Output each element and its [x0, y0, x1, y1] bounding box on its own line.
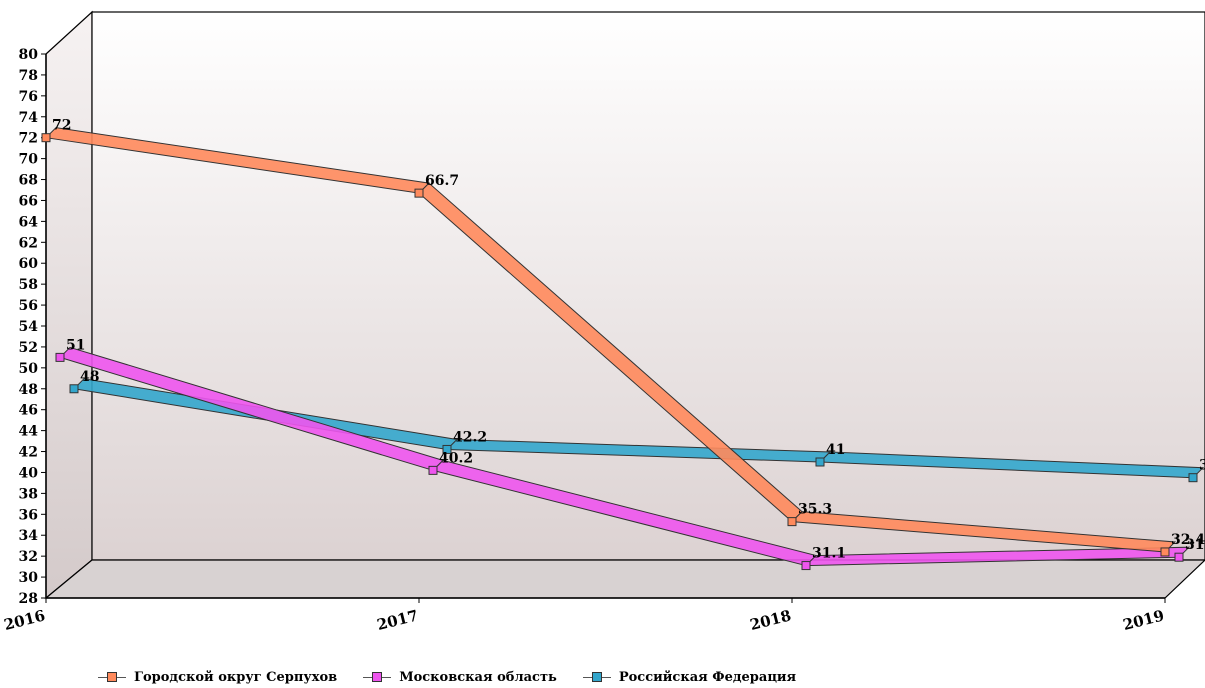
x-tick-label: 2016: [2, 606, 47, 634]
y-tick-label: 48: [19, 382, 38, 398]
data-label: 66.7: [425, 173, 459, 189]
data-point: [442, 444, 452, 454]
y-tick-label: 56: [19, 298, 38, 314]
floor: [44, 559, 1205, 599]
y-tick-label: 44: [19, 424, 39, 440]
y-tick-label: 38: [19, 486, 38, 502]
data-point: [801, 561, 811, 571]
y-tick-label: 62: [19, 235, 38, 251]
data-point: [414, 188, 424, 198]
data-point: [787, 517, 797, 527]
legend-swatch-serpukhov: [98, 672, 126, 682]
data-label: 42.2: [453, 429, 487, 445]
y-tick-label: 54: [19, 319, 39, 335]
y-tick-label: 64: [19, 214, 39, 230]
data-label: 41: [826, 442, 845, 458]
y-tick-label: 50: [19, 361, 39, 377]
y-tick-label: 70: [19, 152, 39, 168]
y-tick-label: 28: [19, 591, 38, 607]
data-label: 40.2: [439, 450, 473, 466]
y-tick-label: 42: [19, 445, 38, 461]
series-markers: [41, 133, 1198, 571]
data-point: [1174, 552, 1184, 562]
legend-item-serpukhov: Городской округ Серпухов: [98, 670, 337, 685]
x-tick-label: 2018: [748, 606, 793, 634]
y-tick-label: 34: [19, 528, 39, 544]
legend-item-russia: Российская Федерация: [582, 669, 797, 685]
legend-item-moscow-oblast: Московская область: [363, 670, 557, 685]
y-tick-label: 46: [19, 403, 38, 419]
y-tick-label: 60: [19, 256, 39, 272]
y-tick-label: 78: [19, 68, 38, 84]
data-label: 72: [52, 118, 71, 134]
y-tick-label: 36: [19, 507, 38, 523]
legend: Городской округ Серпухов Московская обла…: [98, 668, 822, 686]
series-segment: [790, 511, 1177, 553]
data-label: 39.5: [1199, 458, 1205, 474]
data-label: 51: [66, 337, 85, 353]
y-tick-label: 74: [19, 110, 39, 126]
legend-swatch-moscow-oblast: [363, 672, 392, 682]
data-point: [69, 384, 79, 394]
y-tick-label: 80: [19, 47, 39, 63]
y-tick-label: 52: [19, 340, 38, 356]
legend-label-russia: Российская Федерация: [618, 669, 797, 685]
legend-label-serpukhov: Городской округ Серпухов: [134, 669, 338, 685]
y-tick-label: 72: [19, 131, 38, 147]
x-tick-label: 2017: [375, 606, 420, 634]
data-point: [41, 133, 51, 143]
x-axis: 2016 2017 2018 2019: [2, 598, 1166, 634]
y-tick-label: 66: [19, 193, 38, 209]
side-wall: [45, 10, 93, 600]
y-tick-label: 30: [19, 570, 39, 586]
data-label: 31.9: [1185, 537, 1205, 553]
data-point: [815, 457, 825, 467]
data-label: 35.3: [798, 502, 832, 518]
y-tick-label: 58: [19, 277, 38, 293]
series-ribbons: [44, 127, 1205, 567]
data-label: 48: [80, 369, 99, 385]
legend-label-moscow-oblast: Московская область: [399, 669, 557, 685]
series-segment: [818, 451, 1205, 479]
data-point: [1160, 547, 1170, 557]
data-labels: 48 42.2 41 39.5 51 40.2 31.1 31.9 72 66.7 35.3 32.4: [52, 118, 1205, 562]
y-tick-label: 68: [19, 173, 38, 189]
x-tick-label: 2019: [1121, 606, 1166, 634]
back-wall: [91, 11, 1205, 561]
data-label: 31.1: [812, 546, 846, 562]
y-tick-label: 40: [19, 465, 39, 481]
data-point: [1188, 473, 1198, 483]
data-label: 32.4: [1171, 532, 1205, 548]
y-tick-label: 76: [19, 89, 38, 105]
series-segment: [804, 546, 1191, 567]
y-tick-label: 32: [19, 549, 38, 565]
y-axis: 28 30 32 34 36 38 40 42 44 46 48 50 52 54 56 58 60 62 64 66…: [19, 47, 46, 607]
data-point: [55, 352, 65, 362]
data-point: [428, 465, 438, 475]
legend-swatch-russia: [582, 672, 611, 682]
